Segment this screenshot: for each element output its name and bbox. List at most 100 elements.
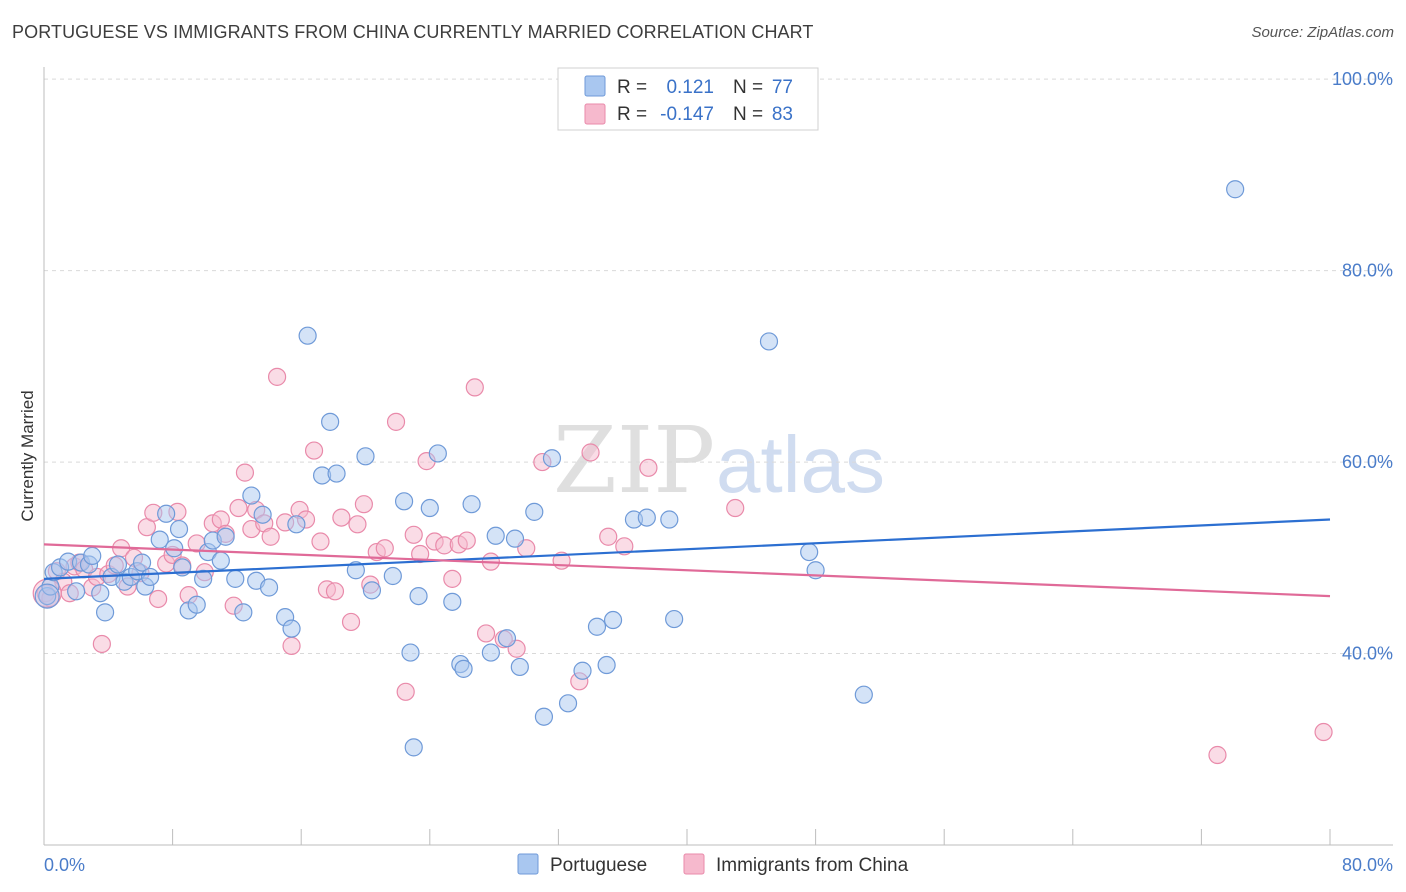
x-tick-label: 80.0% — [1342, 855, 1393, 875]
data-point — [597, 655, 616, 675]
data-point — [1226, 180, 1245, 199]
data-point — [383, 566, 402, 586]
data-point — [854, 685, 873, 704]
data-point — [401, 643, 420, 662]
y-tick-label: 80.0% — [1342, 261, 1393, 281]
watermark-atlas: atlas — [716, 420, 885, 509]
data-point — [341, 612, 361, 632]
trend-line-blue — [43, 518, 1331, 580]
data-point — [362, 581, 382, 600]
data-point — [304, 441, 324, 460]
data-point — [486, 526, 505, 545]
legend-r-value: -0.147 — [660, 104, 714, 125]
data-point — [375, 539, 394, 558]
data-point — [298, 326, 317, 345]
legend-bottom-swatch-portuguese — [517, 853, 539, 875]
data-point — [639, 458, 658, 477]
watermark-zip: ZIP — [553, 407, 715, 514]
data-point — [525, 502, 544, 521]
data-point — [428, 444, 447, 463]
data-point — [465, 378, 484, 397]
data-point — [95, 603, 115, 622]
y-tick-labels: 40.0% 60.0% 80.0% 100.0% — [1332, 69, 1393, 663]
data-point — [497, 629, 517, 648]
legend-r-label: R = — [617, 104, 647, 125]
data-point — [235, 463, 255, 482]
series-portuguese-points — [34, 180, 1245, 757]
data-point — [267, 367, 287, 386]
data-point — [404, 738, 423, 757]
data-point — [665, 609, 684, 629]
data-point — [325, 582, 345, 601]
data-point — [396, 682, 415, 701]
data-point — [800, 542, 819, 562]
data-point — [282, 619, 301, 638]
data-point — [187, 595, 206, 614]
legend-n-label: N = — [733, 77, 763, 98]
gridlines — [44, 78, 1393, 655]
data-point — [558, 694, 578, 713]
data-point — [394, 492, 414, 511]
data-point — [542, 449, 562, 468]
data-point — [282, 636, 301, 655]
data-point — [332, 508, 351, 527]
data-point — [759, 332, 779, 351]
legend-bottom-label-immigrants-from-china: Immigrants from China — [716, 855, 909, 876]
data-point — [149, 589, 168, 609]
data-point — [581, 443, 600, 462]
data-point — [1314, 722, 1333, 742]
source-label: Source: ZipAtlas.com — [1251, 24, 1394, 41]
data-point — [92, 634, 111, 654]
data-point — [311, 532, 330, 551]
data-point — [587, 617, 607, 636]
legend-swatch-immigrants-from-china — [584, 103, 606, 125]
data-point — [481, 643, 500, 662]
legend-r-value: 0.121 — [666, 77, 714, 98]
data-point — [211, 551, 230, 570]
data-point — [169, 519, 189, 539]
data-point — [108, 555, 128, 574]
legend-bottom: Portuguese Immigrants from China — [517, 853, 909, 876]
y-axis-label: Currently Married — [18, 390, 37, 521]
data-point — [242, 486, 261, 505]
trend-line-pink — [43, 543, 1331, 598]
data-point — [226, 569, 245, 588]
data-point — [287, 515, 306, 534]
chart-title: PORTUGUESE VS IMMIGRANTS FROM CHINA CURR… — [12, 22, 814, 42]
data-point — [327, 464, 346, 483]
data-point — [603, 610, 623, 630]
data-point — [457, 531, 476, 550]
data-point — [259, 578, 279, 597]
trend-lines — [43, 518, 1331, 598]
x-tick-label: 0.0% — [44, 855, 85, 875]
legend-swatch-portuguese — [584, 75, 606, 97]
axes — [43, 67, 1393, 846]
data-point — [261, 527, 280, 546]
data-point — [229, 498, 248, 518]
data-point — [157, 504, 176, 523]
data-point — [599, 527, 618, 546]
data-point — [505, 529, 525, 548]
data-point — [67, 582, 86, 601]
data-point — [346, 561, 365, 580]
y-tick-label: 100.0% — [1332, 69, 1393, 89]
data-point — [1208, 745, 1227, 765]
data-point — [165, 539, 184, 558]
legend-top: R = 0.121 N = 77 R = -0.147 N = 83 — [557, 67, 819, 131]
y-tick-label: 60.0% — [1342, 452, 1393, 472]
data-point — [420, 498, 439, 518]
data-point — [356, 447, 375, 466]
data-point — [140, 567, 160, 587]
legend-n-value: 83 — [772, 104, 793, 125]
data-point — [476, 624, 496, 643]
data-point — [462, 495, 481, 514]
data-point — [216, 527, 235, 546]
data-point — [354, 495, 373, 514]
data-point — [194, 569, 213, 588]
legend-r-label: R = — [617, 77, 647, 98]
legend-bottom-label-portuguese: Portuguese — [550, 855, 647, 876]
x-tick-labels: 0.0% 80.0% — [44, 855, 1393, 875]
data-point — [234, 603, 253, 622]
data-point — [573, 661, 592, 680]
